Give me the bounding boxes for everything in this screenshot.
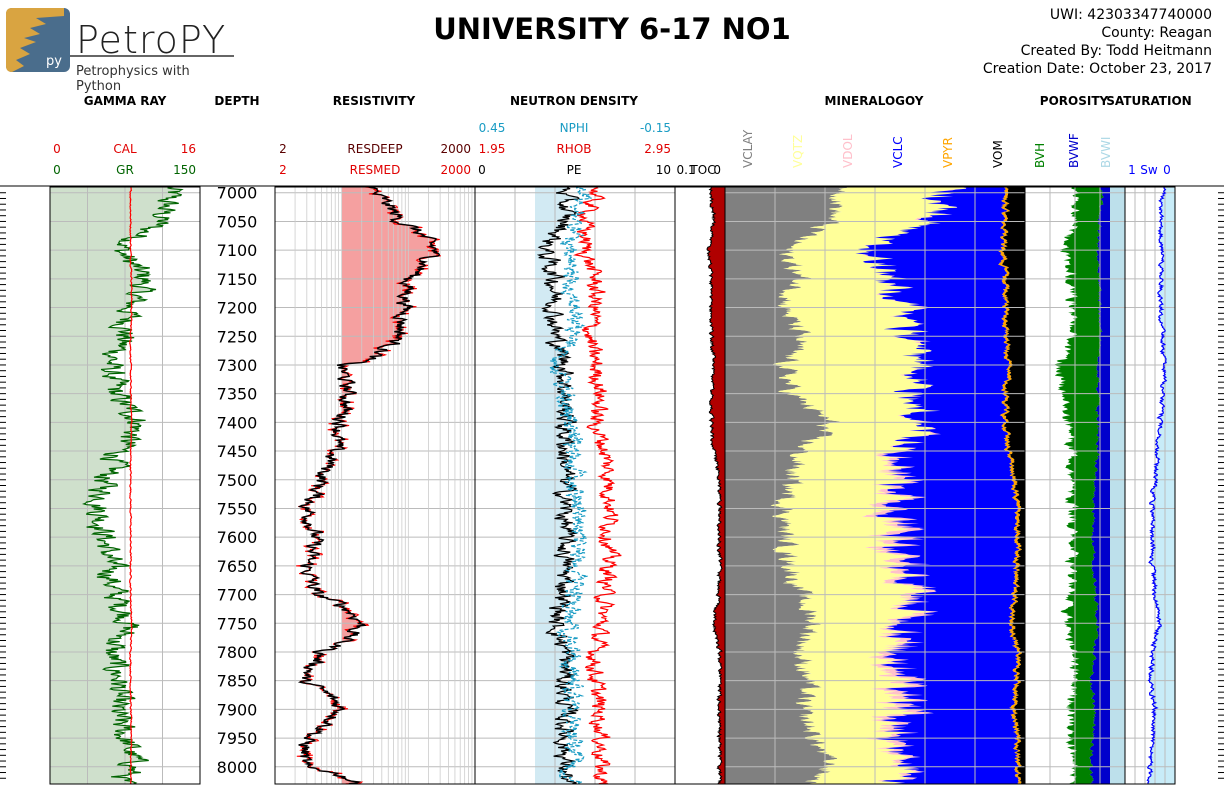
res-resdeep-max-label: 2000: [440, 142, 471, 156]
depth-tick-label: 7250: [217, 327, 258, 346]
gr-grid: [50, 187, 200, 784]
res-resmed-max-label: 2000: [440, 163, 471, 177]
gr-track-border: [49, 186, 201, 785]
porosity-bvwf-label: BVWF: [1067, 133, 1081, 168]
mineral-vclay-label: VCLAY: [741, 129, 755, 168]
nd-nphi-max-label: -0.15: [640, 121, 671, 135]
track-title-gr: GAMMA RAY: [84, 94, 167, 108]
depth-tick-label: 7100: [217, 241, 258, 260]
depth-tick-label: 7350: [217, 385, 258, 404]
track-title-por: POROSITY: [1040, 94, 1109, 108]
sw-fill: [1147, 187, 1175, 784]
resdeep-curve: [297, 186, 441, 785]
sat-sw-max-label: 0: [1163, 163, 1171, 177]
depth-tick-label: 7400: [217, 413, 258, 432]
gr-gr-name-label: GR: [116, 163, 134, 177]
gr-cal-min-label: 0: [53, 142, 61, 156]
gr-gr-min-label: 0: [53, 163, 61, 177]
gr-gr-max-label: 150: [173, 163, 196, 177]
toc-toc-max-label: 0: [713, 163, 721, 177]
nd-pe-name-label: PE: [567, 163, 582, 177]
toc-toc-name-label: TOC: [689, 163, 715, 177]
logo-wordmark: PetroPY: [76, 18, 227, 62]
nphi-curve: [549, 186, 592, 785]
toc-curve: [706, 186, 723, 784]
depth-tick-label: 7150: [217, 270, 258, 289]
res-fill: [341, 187, 440, 784]
depth-tick-label: 7950: [217, 729, 258, 748]
mineral-vclc-label: VCLC: [891, 136, 905, 168]
depth-tick-label: 7900: [217, 700, 258, 719]
res-resdeep-min-label: 2: [279, 142, 287, 156]
track-title-sat: SATURATION: [1106, 94, 1191, 108]
nd-pe-max-label: 10: [656, 163, 671, 177]
depth-tick-label: 7500: [217, 471, 258, 490]
depth-tick-label: 7600: [217, 528, 258, 547]
sat-grid: [1125, 187, 1175, 784]
creation-date-label: Creation Date: October 23, 2017: [982, 61, 1212, 77]
gr-curve: [82, 186, 184, 785]
petropy-logo: PetroPY py Petrophysics with Python: [6, 8, 238, 94]
petropy-logo-mark: [6, 8, 234, 72]
mineral-vpyr-label: VPYR: [941, 137, 955, 168]
porosity-bvwi-label: BVWI: [1099, 137, 1113, 168]
created-by-label: Created By: Todd Heitmann: [1020, 43, 1212, 59]
sat-sw-name-label: Sw: [1140, 163, 1158, 177]
mineral-vqtz-label: VQTZ: [791, 135, 805, 168]
res-resdeep-name-label: RESDEEP: [347, 142, 402, 156]
depth-tick-label: 7050: [217, 212, 258, 231]
depth-tick-label: 7700: [217, 586, 258, 605]
depth-tick-label: 7550: [217, 499, 258, 518]
toc-toc-min-label: 0.1: [676, 163, 695, 177]
depth-tick-label: 7300: [217, 356, 258, 375]
logo-tagline: Petrophysics with Python: [76, 64, 190, 94]
gr-cal-max-label: 16: [181, 142, 196, 156]
depth-tick-label: 7000: [217, 184, 258, 203]
well-metadata: UWI: 42303347740000 County: Reagan Creat…: [983, 6, 1212, 78]
nd-nphi-min-label: 0.45: [479, 121, 506, 135]
depth-tick-label: 7650: [217, 557, 258, 576]
porosity-bvh-label: BVH: [1033, 143, 1047, 168]
nd-pe-min-label: 0: [478, 163, 486, 177]
logo-badge: py: [46, 54, 62, 69]
cal-curve: [129, 186, 133, 785]
uwi-label: UWI: 42303347740000: [1049, 7, 1212, 23]
depth-tick-label: 8000: [217, 758, 258, 777]
mineral-vdol-label: VDOL: [841, 134, 855, 168]
depth-tick-label: 7800: [217, 643, 258, 662]
pe-curve: [536, 186, 580, 785]
track-title-res: RESISTIVITY: [333, 94, 416, 108]
depth-tick-label: 7750: [217, 614, 258, 633]
nd-nphi-name-label: NPHI: [560, 121, 589, 135]
mineral-vom-label: VOM: [991, 140, 1005, 168]
nd-rhob-max-label: 2.95: [644, 142, 671, 156]
sw-curve: [1146, 186, 1168, 784]
depth-minor-ticks: [0, 192, 1224, 779]
track-title-min: MINERALOGOY: [825, 94, 924, 108]
min-grid: [725, 187, 1025, 784]
rhob-curve: [572, 186, 622, 785]
res-resmed-name-label: RESMED: [350, 163, 401, 177]
track-title-nd: NEUTRON DENSITY: [510, 94, 638, 108]
res-resmed-min-label: 2: [279, 163, 287, 177]
por-grid: [1025, 187, 1125, 784]
toc-fill: [707, 187, 725, 784]
depth-tick-label: 7850: [217, 672, 258, 691]
track-title-depth: DEPTH: [214, 94, 259, 108]
bvwi-fill: [1110, 187, 1125, 784]
nd-rhob-name-label: RHOB: [556, 142, 591, 156]
county-label: County: Reagan: [1101, 25, 1212, 41]
depth-tick-label: 7200: [217, 299, 258, 318]
nd-grid: [475, 187, 675, 784]
gr-cal-name-label: CAL: [113, 142, 137, 156]
sat-sw-min-label: 1: [1128, 163, 1136, 177]
depth-tick-label: 7450: [217, 442, 258, 461]
sat-track-border: [1124, 186, 1176, 785]
nd-rhob-min-label: 1.95: [479, 142, 506, 156]
